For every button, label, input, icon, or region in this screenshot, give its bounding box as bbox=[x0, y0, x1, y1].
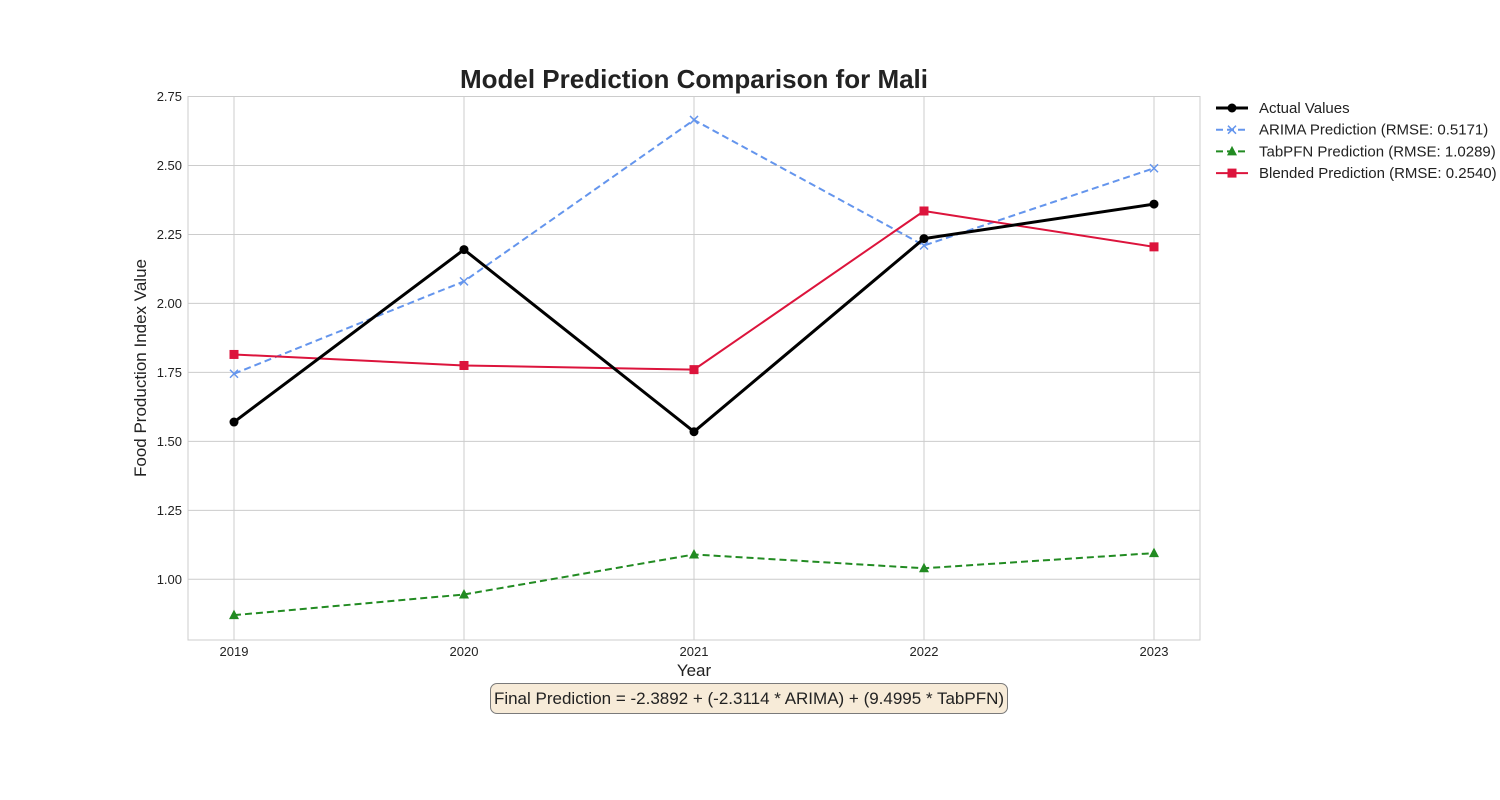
legend-item: ARIMA Prediction (RMSE: 0.5171) bbox=[1216, 122, 1488, 139]
chart-title: Model Prediction Comparison for Mali bbox=[460, 64, 928, 94]
data-point bbox=[229, 609, 239, 620]
data-point bbox=[459, 245, 469, 255]
data-point bbox=[1149, 163, 1159, 173]
series-1 bbox=[229, 115, 1159, 379]
y-tick-labels: 1.00 1.25 1.50 1.75 2.00 2.25 2.50 2.75 bbox=[157, 89, 182, 587]
legend-label: Actual Values bbox=[1259, 100, 1350, 117]
y-tick-label: 2.25 bbox=[157, 227, 182, 242]
data-point bbox=[689, 365, 699, 375]
data-point bbox=[689, 427, 699, 437]
x-tick-label: 2022 bbox=[910, 644, 939, 659]
y-tick-label: 2.50 bbox=[157, 158, 182, 173]
data-point bbox=[919, 562, 929, 573]
data-point bbox=[919, 234, 929, 244]
series-group bbox=[229, 115, 1159, 620]
data-point bbox=[229, 369, 239, 379]
y-tick-label: 2.00 bbox=[157, 296, 182, 311]
legend: Actual Values ARIMA Prediction (RMSE: 0.5… bbox=[1216, 100, 1497, 182]
data-point bbox=[1149, 547, 1159, 558]
series-3 bbox=[229, 206, 1159, 375]
data-point bbox=[689, 115, 699, 125]
data-point bbox=[919, 240, 929, 251]
legend-item: Blended Prediction (RMSE: 0.2540) bbox=[1216, 165, 1497, 182]
y-tick-label: 1.00 bbox=[157, 572, 182, 587]
y-axis-label: Food Production Index Value bbox=[131, 259, 150, 477]
y-tick-label: 1.25 bbox=[157, 503, 182, 518]
legend-label: Blended Prediction (RMSE: 0.2540) bbox=[1259, 165, 1497, 182]
x-tick-label: 2023 bbox=[1140, 644, 1169, 659]
legend-marker bbox=[1227, 103, 1237, 113]
x-tick-labels: 2019 2020 2021 2022 2023 bbox=[220, 644, 1169, 659]
formula-annotation: Final Prediction = -2.3892 + (-2.3114 * … bbox=[490, 683, 1008, 714]
data-point bbox=[229, 417, 239, 427]
data-point bbox=[689, 548, 699, 559]
y-tick-label: 2.75 bbox=[157, 89, 182, 104]
legend-marker bbox=[1227, 125, 1237, 135]
legend-marker bbox=[1227, 168, 1237, 178]
data-point bbox=[919, 206, 929, 216]
legend-label: TabPFN Prediction (RMSE: 1.0289) bbox=[1259, 143, 1496, 160]
x-axis-label: Year bbox=[677, 661, 712, 680]
x-tick-label: 2021 bbox=[680, 644, 709, 659]
x-tick-label: 2019 bbox=[220, 644, 249, 659]
series-2 bbox=[229, 547, 1159, 620]
data-point bbox=[229, 349, 239, 359]
data-point bbox=[1149, 242, 1159, 252]
x-tick-label: 2020 bbox=[450, 644, 479, 659]
legend-label: ARIMA Prediction (RMSE: 0.5171) bbox=[1259, 122, 1488, 139]
y-tick-label: 1.75 bbox=[157, 365, 182, 380]
legend-item: Actual Values bbox=[1216, 100, 1350, 117]
y-tick-label: 1.50 bbox=[157, 434, 182, 449]
data-point bbox=[459, 360, 469, 370]
plot-frame bbox=[187, 96, 1201, 641]
legend-item: TabPFN Prediction (RMSE: 1.0289) bbox=[1216, 143, 1496, 160]
legend-marker bbox=[1227, 145, 1237, 156]
data-point bbox=[459, 276, 469, 286]
series-0 bbox=[229, 199, 1159, 437]
data-point bbox=[459, 588, 469, 599]
data-point bbox=[1149, 199, 1159, 209]
